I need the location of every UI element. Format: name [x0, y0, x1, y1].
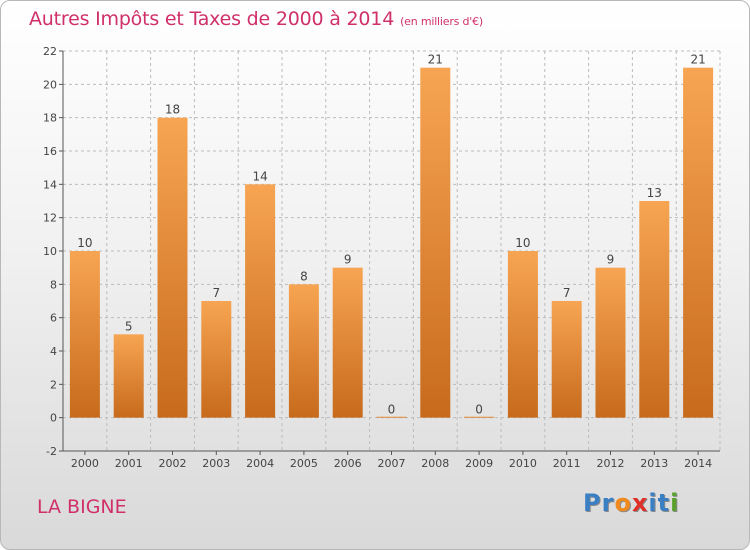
- data-label: 7: [563, 286, 571, 300]
- y-tick-label: 20: [43, 78, 57, 91]
- y-tick-label: 18: [43, 112, 57, 125]
- x-tick-label: 2007: [378, 457, 406, 470]
- x-tick-label: 2005: [290, 457, 318, 470]
- y-tick-label: 10: [43, 245, 57, 258]
- y-tick-label: 0: [50, 412, 57, 425]
- data-label: 5: [125, 319, 133, 333]
- x-tick-label: 2012: [597, 457, 625, 470]
- data-label: 14: [252, 169, 267, 183]
- data-label: 7: [212, 286, 220, 300]
- y-tick-label: 22: [43, 45, 57, 58]
- place-name: LA BIGNE: [37, 496, 127, 518]
- bar: [157, 117, 188, 418]
- logo-letter: P: [583, 489, 602, 517]
- data-label: 13: [647, 186, 662, 200]
- chart-unit: (en milliers d'€): [400, 15, 483, 28]
- y-tick-label: 6: [50, 312, 57, 325]
- data-label: 10: [515, 236, 530, 250]
- logo-letter: r: [601, 489, 615, 517]
- x-tick-label: 2014: [684, 457, 712, 470]
- logo-letter: i: [648, 489, 658, 517]
- data-label: 10: [77, 236, 92, 250]
- x-tick-label: 2006: [334, 457, 362, 470]
- data-label: 0: [388, 403, 396, 417]
- x-tick-label: 2004: [246, 457, 274, 470]
- data-label: 9: [607, 253, 615, 267]
- data-label: 9: [344, 253, 352, 267]
- x-tick-label: 2013: [640, 457, 668, 470]
- chart-title: Autres Impôts et Taxes de 2000 à 2014 (en…: [29, 8, 483, 30]
- bar: [639, 201, 670, 418]
- y-tick-label: 12: [43, 212, 57, 225]
- bar: [288, 284, 319, 418]
- y-tick-label: 4: [50, 345, 57, 358]
- bar: [376, 416, 407, 418]
- proxiti-logo: Proxiti: [583, 489, 679, 517]
- x-tick-label: 2000: [71, 457, 99, 470]
- bar: [332, 267, 363, 418]
- x-tick-label: 2003: [202, 457, 230, 470]
- bar: [69, 251, 100, 418]
- logo-letter: x: [631, 489, 649, 517]
- bar: [201, 301, 232, 418]
- y-tick-label: 14: [43, 178, 57, 191]
- bar: [464, 416, 495, 418]
- data-label: 21: [428, 53, 443, 67]
- y-tick-label: 16: [43, 145, 57, 158]
- chart-title-text: Autres Impôts et Taxes de 2000 à 2014: [29, 8, 395, 30]
- bar: [420, 67, 451, 418]
- bar: [507, 251, 538, 418]
- x-tick-label: 2002: [159, 457, 187, 470]
- bar: [551, 301, 582, 418]
- bar: [683, 67, 714, 418]
- x-tick-label: 2001: [115, 457, 143, 470]
- y-tick-label: 2: [50, 378, 57, 391]
- logo-letter: o: [614, 489, 632, 517]
- data-label: 18: [165, 103, 180, 117]
- bar: [595, 267, 626, 418]
- data-label: 0: [475, 403, 483, 417]
- x-tick-label: 2010: [509, 457, 537, 470]
- x-tick-label: 2011: [553, 457, 581, 470]
- y-tick-label: -2: [46, 445, 57, 458]
- x-tick-label: 2008: [421, 457, 449, 470]
- data-label: 21: [690, 53, 705, 67]
- bar: [113, 334, 144, 418]
- logo-letter: i: [670, 489, 680, 517]
- y-tick-label: 8: [50, 278, 57, 291]
- x-tick-label: 2009: [465, 457, 493, 470]
- bar: [245, 184, 276, 418]
- data-label: 8: [300, 269, 308, 283]
- logo-letter: t: [657, 489, 671, 517]
